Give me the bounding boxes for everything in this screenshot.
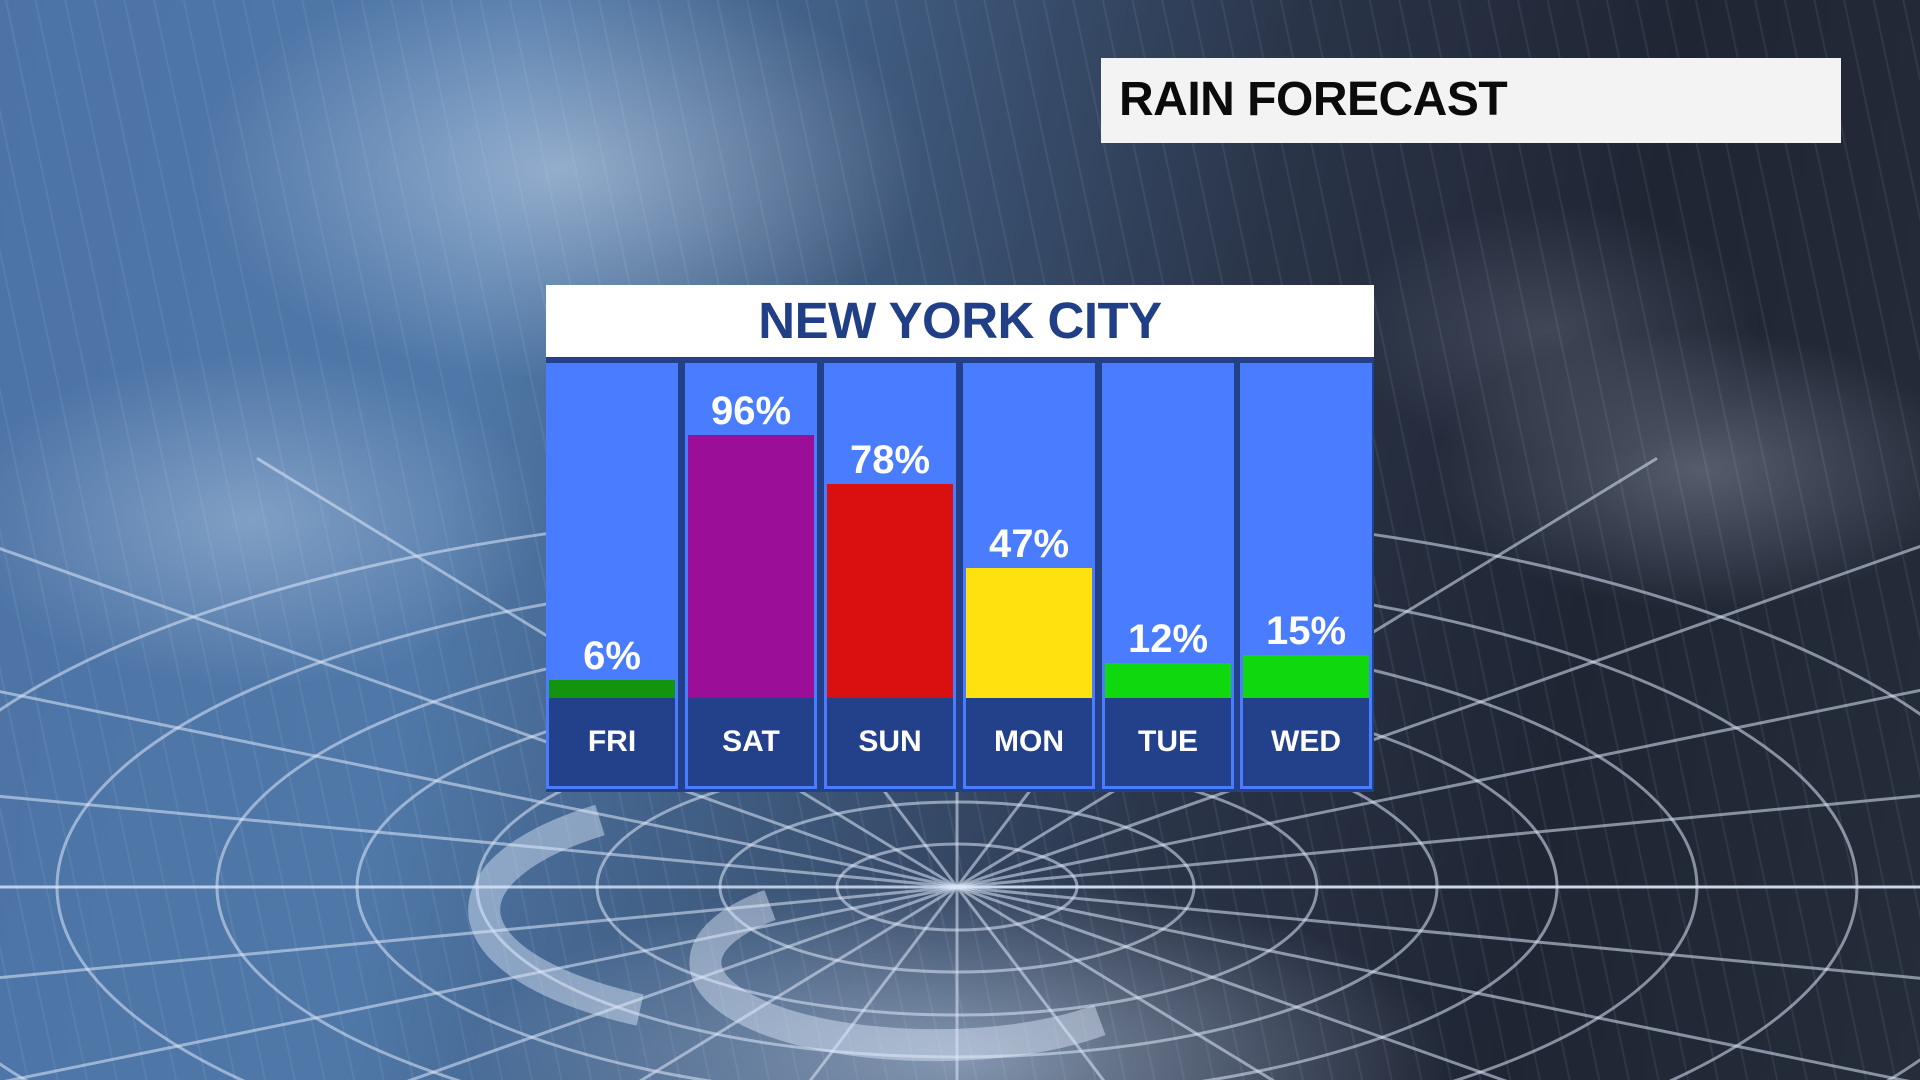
rain-bar	[966, 568, 1092, 698]
value-label: 15%	[1265, 609, 1347, 653]
day-cell: SUN	[824, 698, 956, 789]
day-cell: SAT	[685, 698, 817, 789]
bar-area: 15%	[1240, 363, 1372, 698]
bar-area: 12%	[1102, 363, 1234, 698]
city-title: NEW YORK CITY	[758, 292, 1162, 349]
value-label: 78%	[849, 438, 931, 482]
rain-bar	[1105, 663, 1231, 698]
forecast-panel: NEW YORK CITY 6% FRI 96% SAT 78%	[546, 285, 1374, 792]
day-cell: MON	[963, 698, 1095, 789]
rain-bar	[549, 680, 675, 698]
day-label: SAT	[722, 725, 780, 758]
rain-bar	[688, 435, 814, 698]
value-label: 47%	[988, 522, 1070, 566]
panel-divider	[546, 357, 1374, 363]
rain-bar	[827, 484, 953, 698]
rain-forecast-header: RAIN FORECAST	[1101, 58, 1841, 143]
column-sun: 78% SUN	[824, 363, 956, 792]
bar-area: 78%	[824, 363, 956, 698]
header-title: RAIN FORECAST	[1119, 73, 1508, 126]
bar-area: 96%	[685, 363, 817, 698]
value-label: 96%	[710, 389, 792, 433]
value-label: 6%	[583, 634, 641, 678]
day-label: FRI	[587, 725, 637, 758]
column-fri: 6% FRI	[546, 363, 678, 792]
day-cell: WED	[1240, 698, 1372, 789]
day-cell: FRI	[546, 698, 678, 789]
day-label: SUN	[858, 725, 922, 758]
panel-header: NEW YORK CITY	[546, 285, 1374, 357]
value-label: 12%	[1127, 617, 1209, 661]
bar-area: 47%	[963, 363, 1095, 698]
bar-area: 6%	[546, 363, 678, 698]
day-cell: TUE	[1102, 698, 1234, 789]
column-sat: 96% SAT	[685, 363, 817, 792]
bar-columns: 6% FRI 96% SAT 78% SUN	[546, 363, 1374, 792]
day-label: TUE	[1138, 725, 1198, 758]
column-wed: 15% WED	[1240, 363, 1372, 792]
column-tue: 12% TUE	[1102, 363, 1234, 792]
column-mon: 47% MON	[963, 363, 1095, 792]
day-label: MON	[994, 725, 1064, 758]
day-label: WED	[1271, 725, 1341, 758]
rain-bar	[1243, 655, 1369, 698]
